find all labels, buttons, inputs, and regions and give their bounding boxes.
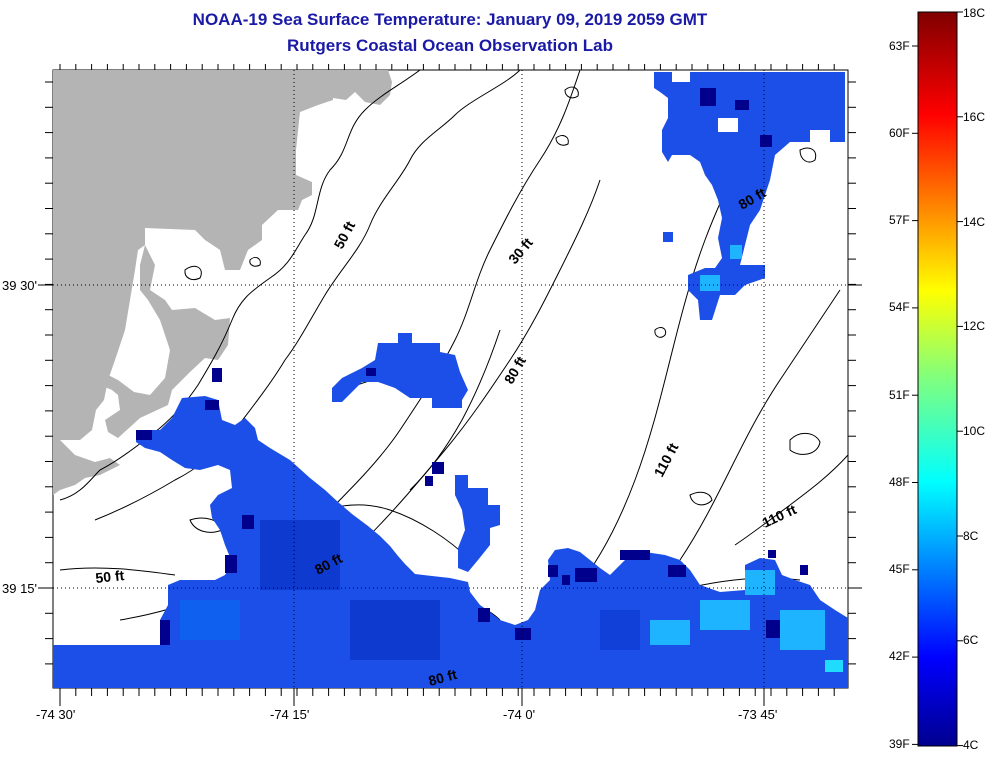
colorbar-f-label: 45F (889, 562, 910, 576)
x-tick-label: -74 0' (503, 707, 535, 722)
colorbar (917, 11, 958, 747)
colorbar-c-label: 16C (963, 110, 985, 124)
colorbar-f-label: 39F (889, 737, 910, 751)
colorbar-f-label: 48F (889, 475, 910, 489)
y-tick-label: 39 30' (2, 278, 37, 293)
map-subtitle: Rutgers Coastal Ocean Observation Lab (287, 36, 613, 55)
colorbar-c-label: 18C (963, 6, 985, 20)
land-mass (53, 70, 333, 445)
colorbar-c-label: 8C (963, 529, 979, 543)
contour-label: 80 ft (427, 666, 459, 689)
y-tick-label: 39 15' (2, 581, 37, 596)
axis-ticks (38, 64, 862, 706)
sst-pixels (53, 72, 848, 688)
colorbar-f-label: 60F (889, 126, 910, 140)
colorbar-labels: 63F 60F 57F 54F 51F 48F 45F 42F 39F 18C … (889, 6, 985, 752)
colorbar-c-label: 4C (963, 738, 979, 752)
colorbar-c-label: 14C (963, 215, 985, 229)
colorbar-c-label: 12C (963, 319, 985, 333)
map-title: NOAA-19 Sea Surface Temperature: January… (192, 10, 708, 29)
x-tick-label: -74 30' (36, 707, 75, 722)
colorbar-f-label: 42F (889, 649, 910, 663)
land-coast-south (53, 440, 120, 495)
colorbar-f-label: 57F (889, 213, 910, 227)
colorbar-c-label: 6C (963, 633, 979, 647)
contour-label: 50 ft (95, 567, 126, 586)
colorbar-ticks (912, 11, 963, 747)
colorbar-f-label: 63F (889, 39, 910, 53)
colorbar-f-label: 51F (889, 388, 910, 402)
grid-lines (53, 70, 848, 688)
land-north-block (333, 70, 392, 105)
colorbar-f-label: 54F (889, 300, 910, 314)
colorbar-c-label: 10C (963, 424, 985, 438)
x-tick-label: -73 45' (738, 707, 777, 722)
x-tick-label: -74 15' (270, 707, 309, 722)
